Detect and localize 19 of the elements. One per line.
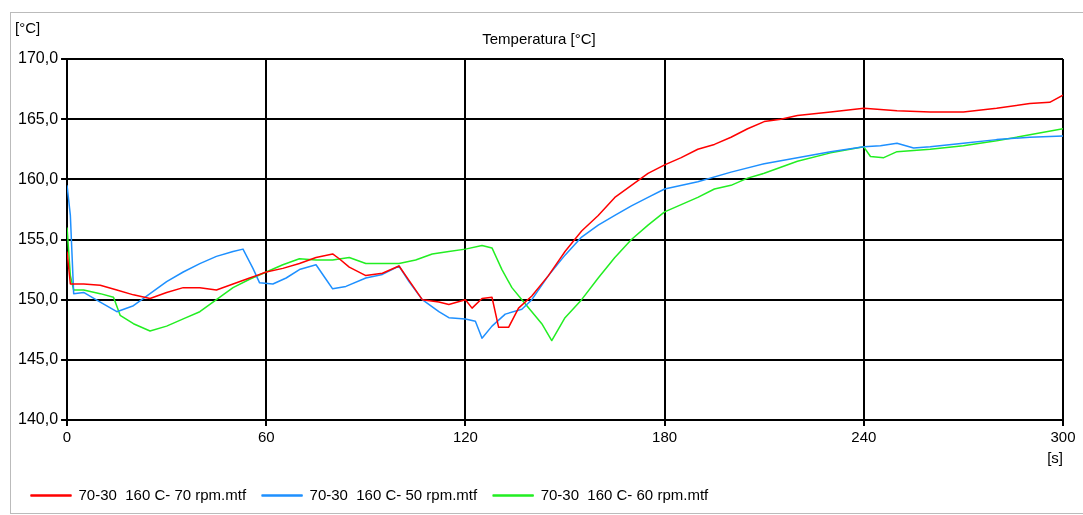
x-tick-label: 120 [452, 428, 478, 446]
x-tick-label: 300 [1050, 428, 1076, 446]
chart-title: Temperatura [°C] [482, 30, 596, 48]
x-axis-title: [s] [1047, 449, 1063, 467]
y-tick-label: 145,0 [17, 350, 59, 368]
legend-label: 70-30 160 C- 60 rpm.mtf [540, 485, 710, 503]
y-tick-label: 150,0 [17, 290, 59, 308]
x-tick-label: 0 [62, 428, 72, 446]
x-tick-label: 180 [652, 428, 678, 446]
y-tick-label: 170,0 [17, 49, 59, 67]
y-tick-label: 140,0 [17, 410, 59, 428]
legend-label: 70-30 160 C- 70 rpm.mtf [78, 485, 247, 503]
x-tick-label: 60 [257, 428, 275, 446]
y-tick-label: 160,0 [17, 169, 59, 187]
y-tick-label: 155,0 [17, 229, 59, 247]
y-tick-label: 165,0 [17, 109, 59, 127]
x-tick-label: 240 [851, 428, 877, 446]
y-axis-title: [°C] [15, 18, 41, 36]
legend-label: 70-30 160 C- 50 rpm.mtf [309, 485, 478, 503]
